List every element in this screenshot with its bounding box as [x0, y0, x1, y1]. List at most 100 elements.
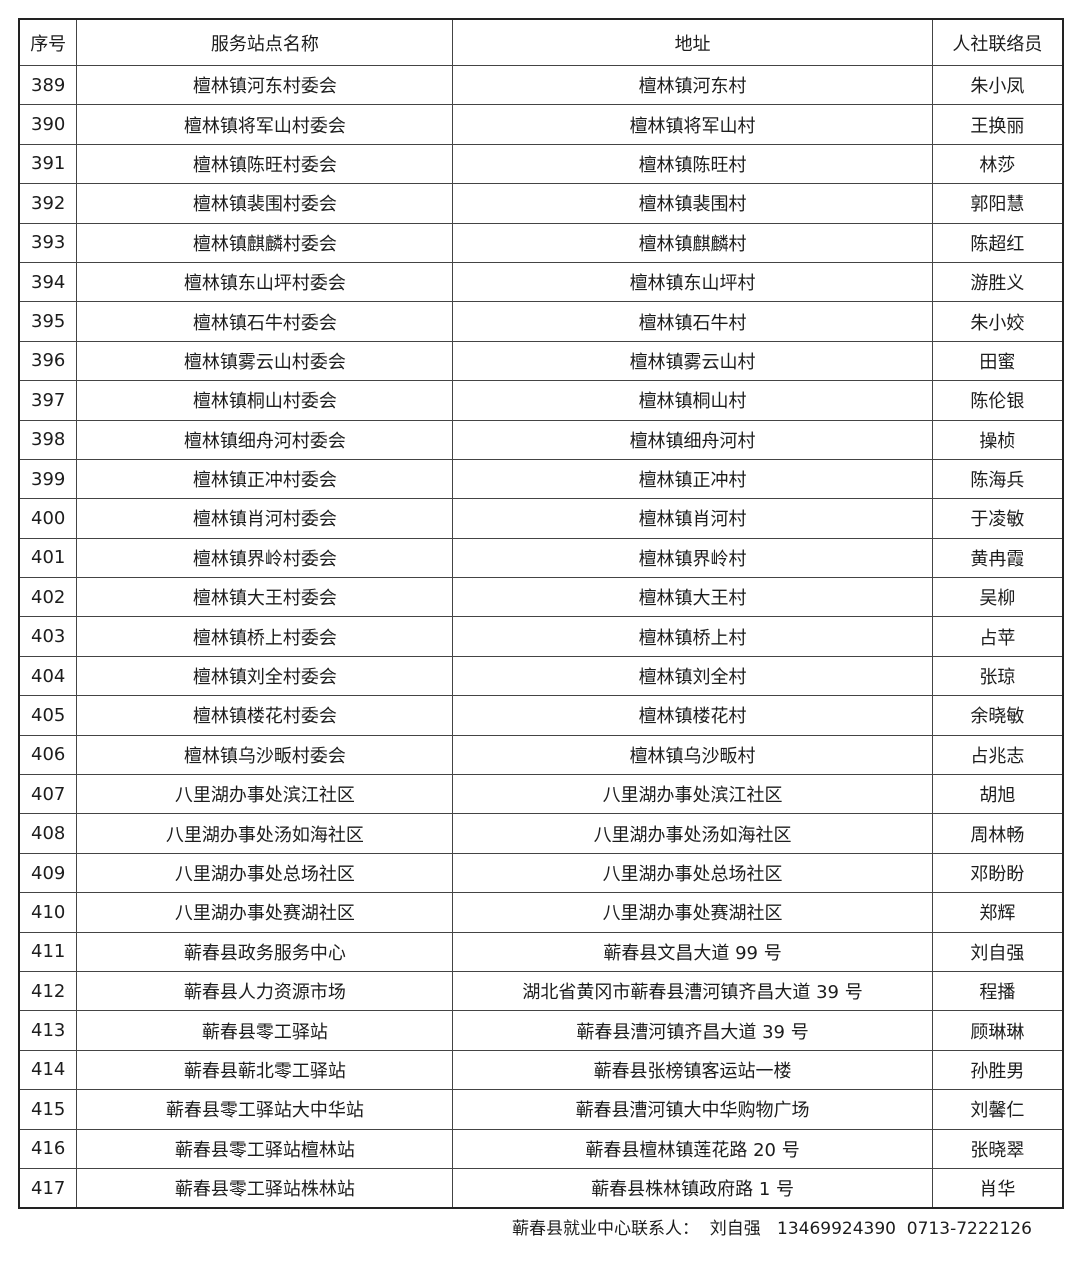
cell-address: 檀林镇正冲村: [452, 458, 933, 500]
cell-index: 395: [18, 301, 78, 342]
cell-address: 蕲春县文昌大道 99 号: [452, 931, 933, 972]
cell-address: 檀林镇桐山村: [452, 380, 933, 421]
cell-station-name: 蕲春县零工驿站株林站: [76, 1167, 454, 1209]
cell-index: 392: [18, 183, 78, 224]
header-liaison: 人社联络员: [931, 18, 1064, 66]
cell-liaison: 肖华: [931, 1167, 1064, 1209]
table-row: 391 檀林镇陈旺村委会 檀林镇陈旺村 林莎: [18, 143, 1064, 185]
cell-station-name: 檀林镇麒麟村委会: [76, 222, 454, 263]
cell-station-name: 檀林镇桥上村委会: [76, 616, 454, 657]
cell-station-name: 檀林镇刘全村委会: [76, 655, 454, 697]
cell-station-name: 檀林镇大王村委会: [76, 577, 454, 618]
cell-index: 414: [18, 1049, 78, 1091]
cell-index: 407: [18, 774, 78, 815]
cell-index: 406: [18, 734, 78, 776]
table-row: 407 八里湖办事处滨江社区 八里湖办事处滨江社区 胡旭: [18, 774, 1064, 815]
cell-address: 檀林镇将军山村: [452, 104, 933, 145]
cell-liaison: 朱小姣: [931, 301, 1064, 342]
cell-station-name: 蕲春县政务服务中心: [76, 931, 454, 972]
header-address: 地址: [452, 18, 933, 66]
cell-station-name: 檀林镇细舟河村委会: [76, 419, 454, 460]
cell-liaison: 朱小凤: [931, 64, 1064, 106]
cell-index: 400: [18, 498, 78, 539]
cell-liaison: 张琼: [931, 655, 1064, 697]
table-row: 415 蕲春县零工驿站大中华站 蕲春县漕河镇大中华购物广场 刘馨仁: [18, 1089, 1064, 1130]
table-row: 399 檀林镇正冲村委会 檀林镇正冲村 陈海兵: [18, 458, 1064, 500]
cell-station-name: 蕲春县人力资源市场: [76, 970, 454, 1012]
cell-station-name: 檀林镇石牛村委会: [76, 301, 454, 342]
table-row: 398 檀林镇细舟河村委会 檀林镇细舟河村 操桢: [18, 419, 1064, 460]
cell-address: 檀林镇河东村: [452, 64, 933, 106]
cell-address: 蕲春县漕河镇齐昌大道 39 号: [452, 1010, 933, 1051]
cell-station-name: 八里湖办事处赛湖社区: [76, 892, 454, 933]
cell-index: 411: [18, 931, 78, 972]
table-row: 405 檀林镇楼花村委会 檀林镇楼花村 余晓敏: [18, 695, 1064, 736]
cell-station-name: 檀林镇雾云山村委会: [76, 340, 454, 382]
cell-liaison: 胡旭: [931, 774, 1064, 815]
table-row: 410 八里湖办事处赛湖社区 八里湖办事处赛湖社区 郑辉: [18, 892, 1064, 933]
cell-index: 391: [18, 143, 78, 185]
cell-station-name: 蕲春县零工驿站檀林站: [76, 1128, 454, 1169]
cell-liaison: 陈海兵: [931, 458, 1064, 500]
cell-liaison: 余晓敏: [931, 695, 1064, 736]
cell-address: 檀林镇桥上村: [452, 616, 933, 657]
cell-station-name: 檀林镇肖河村委会: [76, 498, 454, 539]
table-row: 390 檀林镇将军山村委会 檀林镇将军山村 王换丽: [18, 104, 1064, 145]
table-row: 404 檀林镇刘全村委会 檀林镇刘全村 张琼: [18, 655, 1064, 697]
cell-address: 湖北省黄冈市蕲春县漕河镇齐昌大道 39 号: [452, 970, 933, 1012]
table-row: 414 蕲春县蕲北零工驿站 蕲春县张榜镇客运站一楼 孙胜男: [18, 1049, 1064, 1091]
cell-index: 389: [18, 64, 78, 106]
table-row: 400 檀林镇肖河村委会 檀林镇肖河村 于凌敏: [18, 498, 1064, 539]
cell-station-name: 檀林镇正冲村委会: [76, 458, 454, 500]
header-station-name: 服务站点名称: [76, 18, 454, 66]
cell-liaison: 王换丽: [931, 104, 1064, 145]
table-row: 412 蕲春县人力资源市场 湖北省黄冈市蕲春县漕河镇齐昌大道 39 号程播: [18, 970, 1064, 1012]
cell-liaison: 占兆志: [931, 734, 1064, 776]
cell-index: 397: [18, 380, 78, 421]
cell-address: 檀林镇陈旺村: [452, 143, 933, 185]
cell-liaison: 郑辉: [931, 892, 1064, 933]
cell-liaison: 于凌敏: [931, 498, 1064, 539]
cell-address: 檀林镇乌沙畈村: [452, 734, 933, 776]
cell-address: 檀林镇肖河村: [452, 498, 933, 539]
table-header-row: 序号 服务站点名称 地址 人社联络员: [18, 18, 1064, 66]
table-row: 401 檀林镇界岭村委会 檀林镇界岭村 黄冉霞: [18, 537, 1064, 579]
cell-index: 403: [18, 616, 78, 657]
cell-liaison: 刘馨仁: [931, 1089, 1064, 1130]
table-row: 397 檀林镇桐山村委会 檀林镇桐山村 陈伦银: [18, 380, 1064, 421]
cell-index: 412: [18, 970, 78, 1012]
table-row: 413 蕲春县零工驿站 蕲春县漕河镇齐昌大道 39 号顾琳琳: [18, 1010, 1064, 1051]
cell-liaison: 陈超红: [931, 222, 1064, 263]
cell-liaison: 郭阳慧: [931, 183, 1064, 224]
cell-index: 408: [18, 813, 78, 854]
cell-station-name: 檀林镇陈旺村委会: [76, 143, 454, 185]
cell-liaison: 刘自强: [931, 931, 1064, 972]
cell-index: 405: [18, 695, 78, 736]
cell-station-name: 八里湖办事处滨江社区: [76, 774, 454, 815]
table-row: 396 檀林镇雾云山村委会 檀林镇雾云山村 田蜜: [18, 340, 1064, 382]
table-row: 406 檀林镇乌沙畈村委会 檀林镇乌沙畈村 占兆志: [18, 734, 1064, 776]
cell-station-name: 八里湖办事处汤如海社区: [76, 813, 454, 854]
table-row: 389 檀林镇河东村委会 檀林镇河东村 朱小凤: [18, 64, 1064, 106]
cell-liaison: 林莎: [931, 143, 1064, 185]
cell-index: 393: [18, 222, 78, 263]
table-row: 411 蕲春县政务服务中心 蕲春县文昌大道 99 号刘自强: [18, 931, 1064, 972]
cell-station-name: 檀林镇乌沙畈村委会: [76, 734, 454, 776]
table-row: 417 蕲春县零工驿站株林站 蕲春县株林镇政府路 1 号肖华: [18, 1167, 1064, 1209]
cell-index: 401: [18, 537, 78, 579]
cell-index: 410: [18, 892, 78, 933]
cell-liaison: 顾琳琳: [931, 1010, 1064, 1051]
cell-address: 蕲春县檀林镇莲花路 20 号: [452, 1128, 933, 1169]
cell-liaison: 张晓翠: [931, 1128, 1064, 1169]
cell-station-name: 檀林镇河东村委会: [76, 64, 454, 106]
cell-address: 檀林镇东山坪村: [452, 261, 933, 303]
cell-address: 蕲春县漕河镇大中华购物广场: [452, 1089, 933, 1130]
table-row: 403 檀林镇桥上村委会 檀林镇桥上村 占苹: [18, 616, 1064, 657]
cell-station-name: 八里湖办事处总场社区: [76, 852, 454, 894]
table-row: 402 檀林镇大王村委会 檀林镇大王村 吴柳: [18, 577, 1064, 618]
cell-address: 檀林镇裴围村: [452, 183, 933, 224]
cell-address: 檀林镇大王村: [452, 577, 933, 618]
table-row: 395 檀林镇石牛村委会 檀林镇石牛村 朱小姣: [18, 301, 1064, 342]
cell-address: 檀林镇石牛村: [452, 301, 933, 342]
cell-index: 404: [18, 655, 78, 697]
